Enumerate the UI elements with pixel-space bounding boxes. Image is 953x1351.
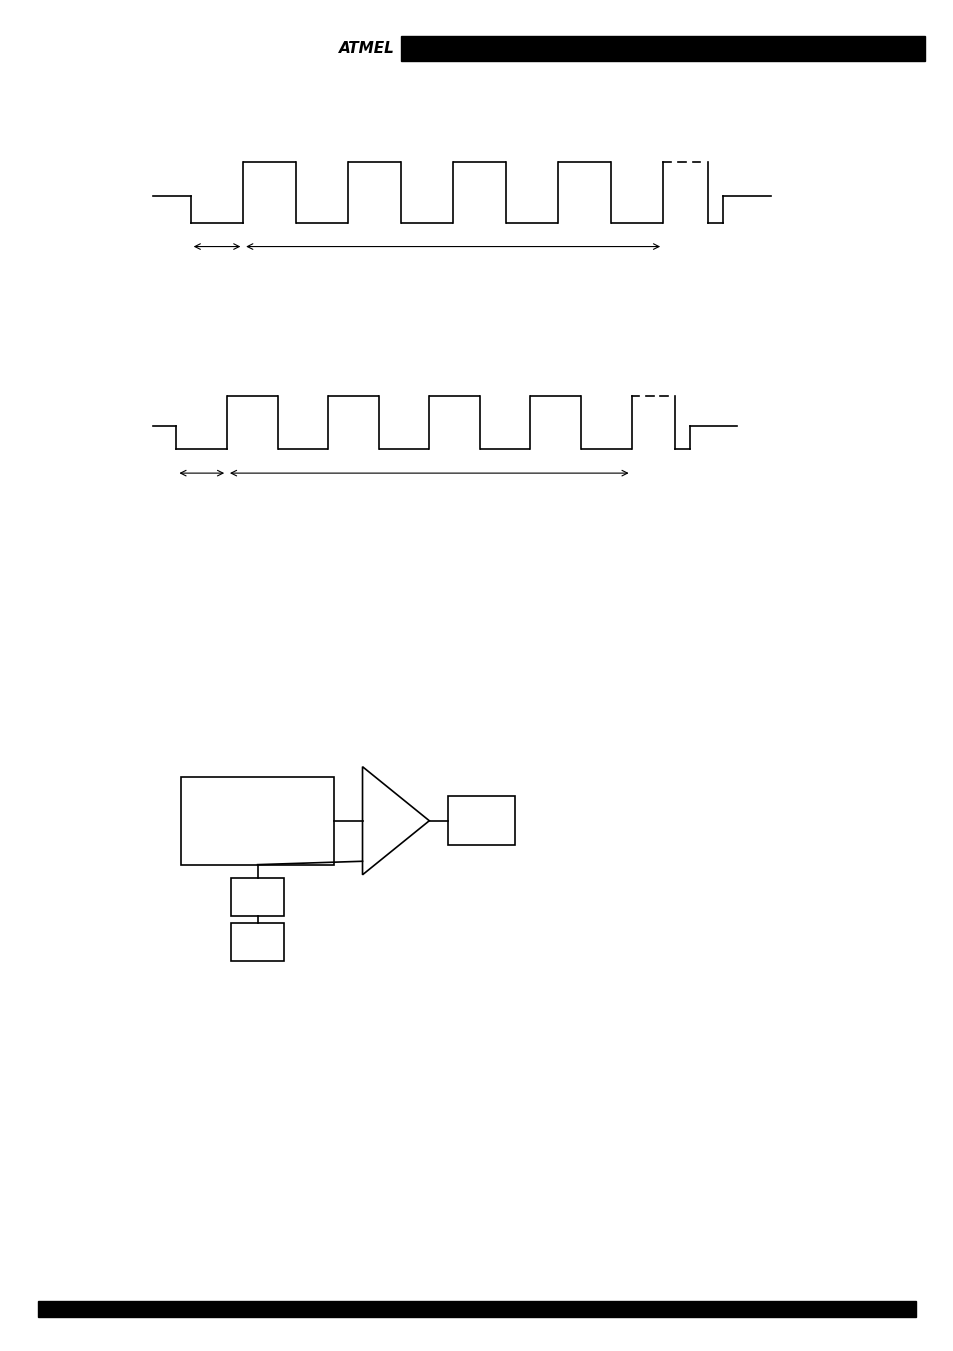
Bar (232, 923, 284, 961)
Bar (181, 777, 334, 865)
Bar (400, 36, 924, 61)
Bar (38, 1301, 915, 1317)
Text: ATMEL: ATMEL (339, 41, 395, 57)
Bar (448, 797, 515, 846)
Bar (232, 878, 284, 916)
